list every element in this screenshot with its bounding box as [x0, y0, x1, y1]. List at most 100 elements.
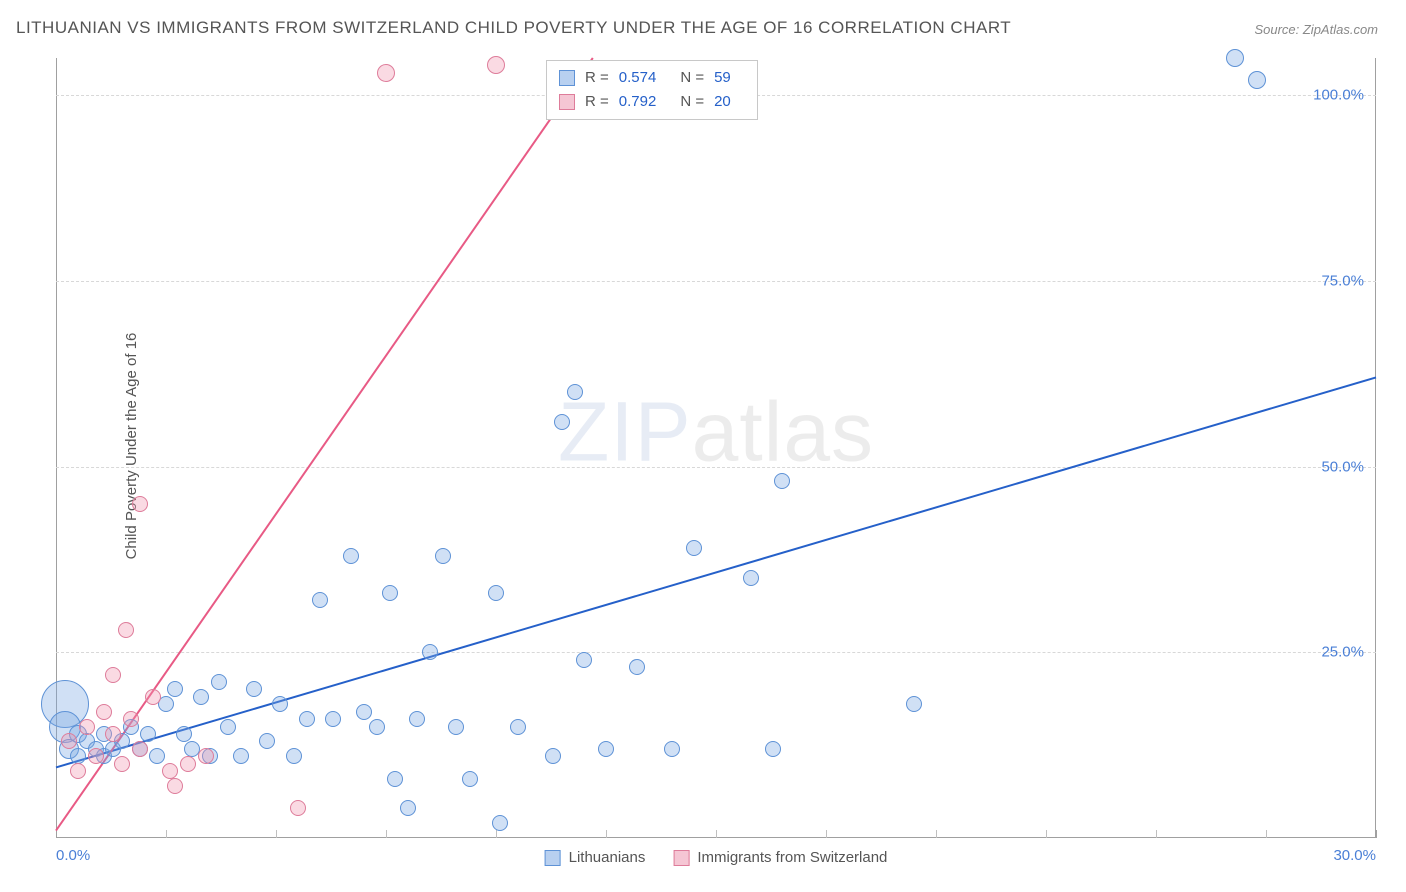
data-point-lithuanians — [369, 719, 385, 735]
data-point-lithuanians — [906, 696, 922, 712]
data-point-lithuanians — [409, 711, 425, 727]
data-point-lithuanians — [286, 748, 302, 764]
data-point-lithuanians — [220, 719, 236, 735]
chart-title: LITHUANIAN VS IMMIGRANTS FROM SWITZERLAN… — [16, 18, 1011, 38]
x-tickmark — [56, 830, 57, 838]
data-point-swiss — [61, 733, 77, 749]
data-point-swiss — [377, 64, 395, 82]
data-point-lithuanians — [492, 815, 508, 831]
data-point-lithuanians — [356, 704, 372, 720]
x-tick — [716, 830, 717, 838]
data-point-lithuanians — [765, 741, 781, 757]
data-point-lithuanians — [664, 741, 680, 757]
data-point-lithuanians — [312, 592, 328, 608]
data-point-lithuanians — [743, 570, 759, 586]
data-point-lithuanians — [488, 585, 504, 601]
data-point-swiss — [167, 778, 183, 794]
data-point-lithuanians — [554, 414, 570, 430]
data-point-lithuanians — [211, 674, 227, 690]
x-tick — [1046, 830, 1047, 838]
y-tick-label: 75.0% — [1321, 272, 1388, 289]
data-point-swiss — [88, 748, 104, 764]
x-tick-label: 30.0% — [1333, 847, 1376, 864]
data-point-swiss — [487, 56, 505, 74]
data-point-swiss — [145, 689, 161, 705]
data-point-lithuanians — [70, 748, 86, 764]
data-point-lithuanians — [567, 384, 583, 400]
data-point-swiss — [105, 726, 121, 742]
data-point-lithuanians — [272, 696, 288, 712]
x-tick — [606, 830, 607, 838]
r-label: R = — [585, 90, 609, 114]
data-point-swiss — [162, 763, 178, 779]
data-point-swiss — [180, 756, 196, 772]
n-value-lith: 59 — [714, 66, 731, 90]
x-tick — [826, 830, 827, 838]
data-point-lithuanians — [299, 711, 315, 727]
data-point-lithuanians — [382, 585, 398, 601]
r-label: R = — [585, 66, 609, 90]
x-tick — [276, 830, 277, 838]
data-point-lithuanians — [774, 473, 790, 489]
y-tick-label: 25.0% — [1321, 644, 1388, 661]
data-point-swiss — [132, 741, 148, 757]
data-point-lithuanians — [149, 748, 165, 764]
source-label: Source: ZipAtlas.com — [1254, 22, 1378, 37]
legend-item-lithuanians: Lithuanians — [545, 849, 646, 866]
data-point-lithuanians — [167, 681, 183, 697]
data-point-swiss — [70, 763, 86, 779]
data-point-lithuanians — [400, 800, 416, 816]
n-label: N = — [680, 90, 704, 114]
legend-bottom: Lithuanians Immigrants from Switzerland — [545, 849, 888, 866]
stats-row-lithuanians: R = 0.574 N = 59 — [559, 66, 745, 90]
data-point-swiss — [105, 667, 121, 683]
data-point-lithuanians — [325, 711, 341, 727]
data-point-lithuanians — [598, 741, 614, 757]
data-point-lithuanians — [193, 689, 209, 705]
x-tick — [386, 830, 387, 838]
x-tick — [1156, 830, 1157, 838]
data-point-lithuanians — [629, 659, 645, 675]
stats-row-swiss: R = 0.792 N = 20 — [559, 90, 745, 114]
data-point-swiss — [123, 711, 139, 727]
data-point-lithuanians — [140, 726, 156, 742]
stats-box: R = 0.574 N = 59 R = 0.792 N = 20 — [546, 60, 758, 120]
x-tick — [166, 830, 167, 838]
data-point-swiss — [290, 800, 306, 816]
data-point-lithuanians — [576, 652, 592, 668]
data-point-swiss — [79, 719, 95, 735]
data-point-lithuanians — [435, 548, 451, 564]
r-value-lith: 0.574 — [619, 66, 657, 90]
data-point-lithuanians — [448, 719, 464, 735]
axis-right — [1375, 58, 1376, 838]
data-point-swiss — [96, 704, 112, 720]
data-point-lithuanians — [686, 540, 702, 556]
data-point-lithuanians — [259, 733, 275, 749]
y-tick-label: 100.0% — [1313, 87, 1388, 104]
data-point-lithuanians — [545, 748, 561, 764]
x-tick — [496, 830, 497, 838]
n-value-swiss: 20 — [714, 90, 731, 114]
data-point-lithuanians — [387, 771, 403, 787]
swatch-swiss-icon — [673, 850, 689, 866]
swatch-lithuanians-icon — [545, 850, 561, 866]
data-point-swiss — [118, 622, 134, 638]
data-point-swiss — [132, 496, 148, 512]
data-point-lithuanians — [343, 548, 359, 564]
x-tick-label: 0.0% — [56, 847, 90, 864]
data-point-lithuanians — [233, 748, 249, 764]
data-point-lithuanians — [246, 681, 262, 697]
legend-item-swiss: Immigrants from Switzerland — [673, 849, 887, 866]
data-point-lithuanians — [1226, 49, 1244, 67]
x-tick — [1266, 830, 1267, 838]
x-tickmark — [1376, 830, 1377, 838]
y-tick-label: 50.0% — [1321, 458, 1388, 475]
swatch-swiss-icon — [559, 94, 575, 110]
x-tick — [936, 830, 937, 838]
plot-area: ZIPatlas 25.0%50.0%75.0%100.0% 0.0%30.0%… — [56, 58, 1376, 838]
data-point-lithuanians — [1248, 71, 1266, 89]
n-label: N = — [680, 66, 704, 90]
data-point-lithuanians — [462, 771, 478, 787]
data-point-swiss — [114, 756, 130, 772]
swatch-lithuanians-icon — [559, 70, 575, 86]
